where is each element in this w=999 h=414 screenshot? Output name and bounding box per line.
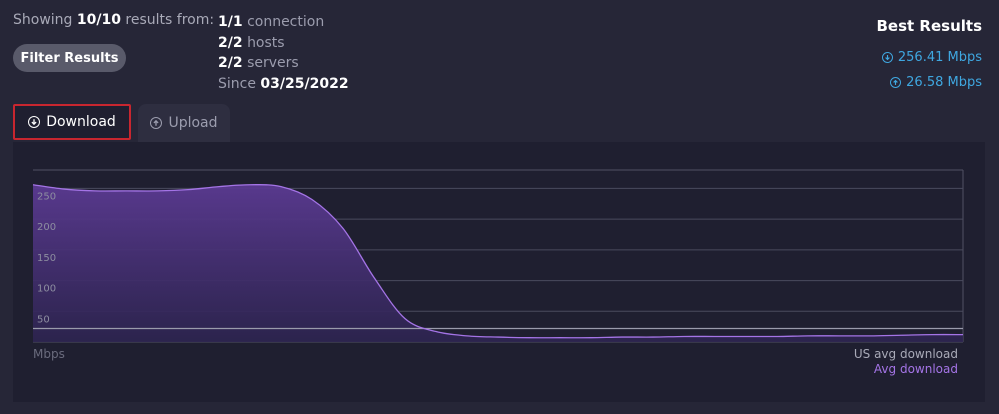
summary-prefix: Showing [13, 12, 73, 28]
stat-value: 2/2 [218, 55, 243, 72]
tab-upload-label: Upload [168, 115, 218, 131]
stat-label: hosts [247, 34, 285, 51]
arrow-up-circle-icon [890, 77, 902, 88]
legend-avg-download: Avg download [873, 362, 958, 376]
tab-download-label: Download [46, 114, 116, 130]
y-tick-label: 100 [37, 284, 56, 295]
stat-since: Since 03/25/2022 [218, 74, 349, 95]
series-line-avg-download [32, 184, 964, 339]
series-area-avg-download [33, 184, 963, 342]
filter-results-button[interactable]: Filter Results [13, 44, 126, 72]
best-upload-value: 26.58 Mbps [906, 75, 982, 90]
y-tick-label: 150 [37, 253, 56, 264]
stat-label: Since [218, 75, 256, 92]
arrow-up-circle-icon [150, 117, 163, 129]
arrow-down-circle-icon [881, 52, 893, 63]
stat-label: servers [247, 55, 299, 72]
chart-panel: 50 100 150 200 250 Mbps US avg download Avg … [13, 142, 985, 402]
stat-value: 2/2 [218, 34, 243, 51]
tab-download[interactable]: Download [13, 104, 131, 140]
best-results: Best Results 256.41 Mbps 26.58 Mbps [877, 17, 983, 95]
stat-value: 03/25/2022 [260, 75, 349, 92]
stat-label: connection [247, 14, 325, 30]
y-tick-label: 250 [37, 191, 56, 202]
tab-upload[interactable]: Upload [138, 104, 230, 142]
legend-us-avg: US avg download [853, 347, 958, 361]
y-tick-label: 50 [37, 314, 50, 325]
results-count: 10/10 [76, 12, 121, 28]
best-download-value: 256.41 Mbps [897, 50, 982, 65]
summary-suffix: results from: [125, 12, 215, 28]
y-axis-unit: Mbps [33, 347, 65, 361]
stat-value: 1/1 [218, 14, 243, 30]
stat-servers: 2/2 servers [218, 53, 349, 74]
y-tick-label: 200 [37, 222, 56, 233]
best-download: 256.41 Mbps [877, 45, 982, 70]
best-results-title: Best Results [876, 17, 983, 35]
stat-connection: 1/1 connection [218, 12, 349, 33]
arrow-down-circle-icon [28, 116, 41, 128]
result-stats: 1/1 connection 2/2 hosts 2/2 servers Sin… [218, 12, 349, 94]
results-summary: Showing 10/10 results from: [13, 12, 214, 28]
best-upload: 26.58 Mbps [877, 70, 982, 95]
chart-legend: US avg download Avg download [854, 347, 958, 377]
stat-hosts: 2/2 hosts [218, 33, 349, 54]
speed-chart: 50 100 150 200 250 [32, 169, 964, 343]
